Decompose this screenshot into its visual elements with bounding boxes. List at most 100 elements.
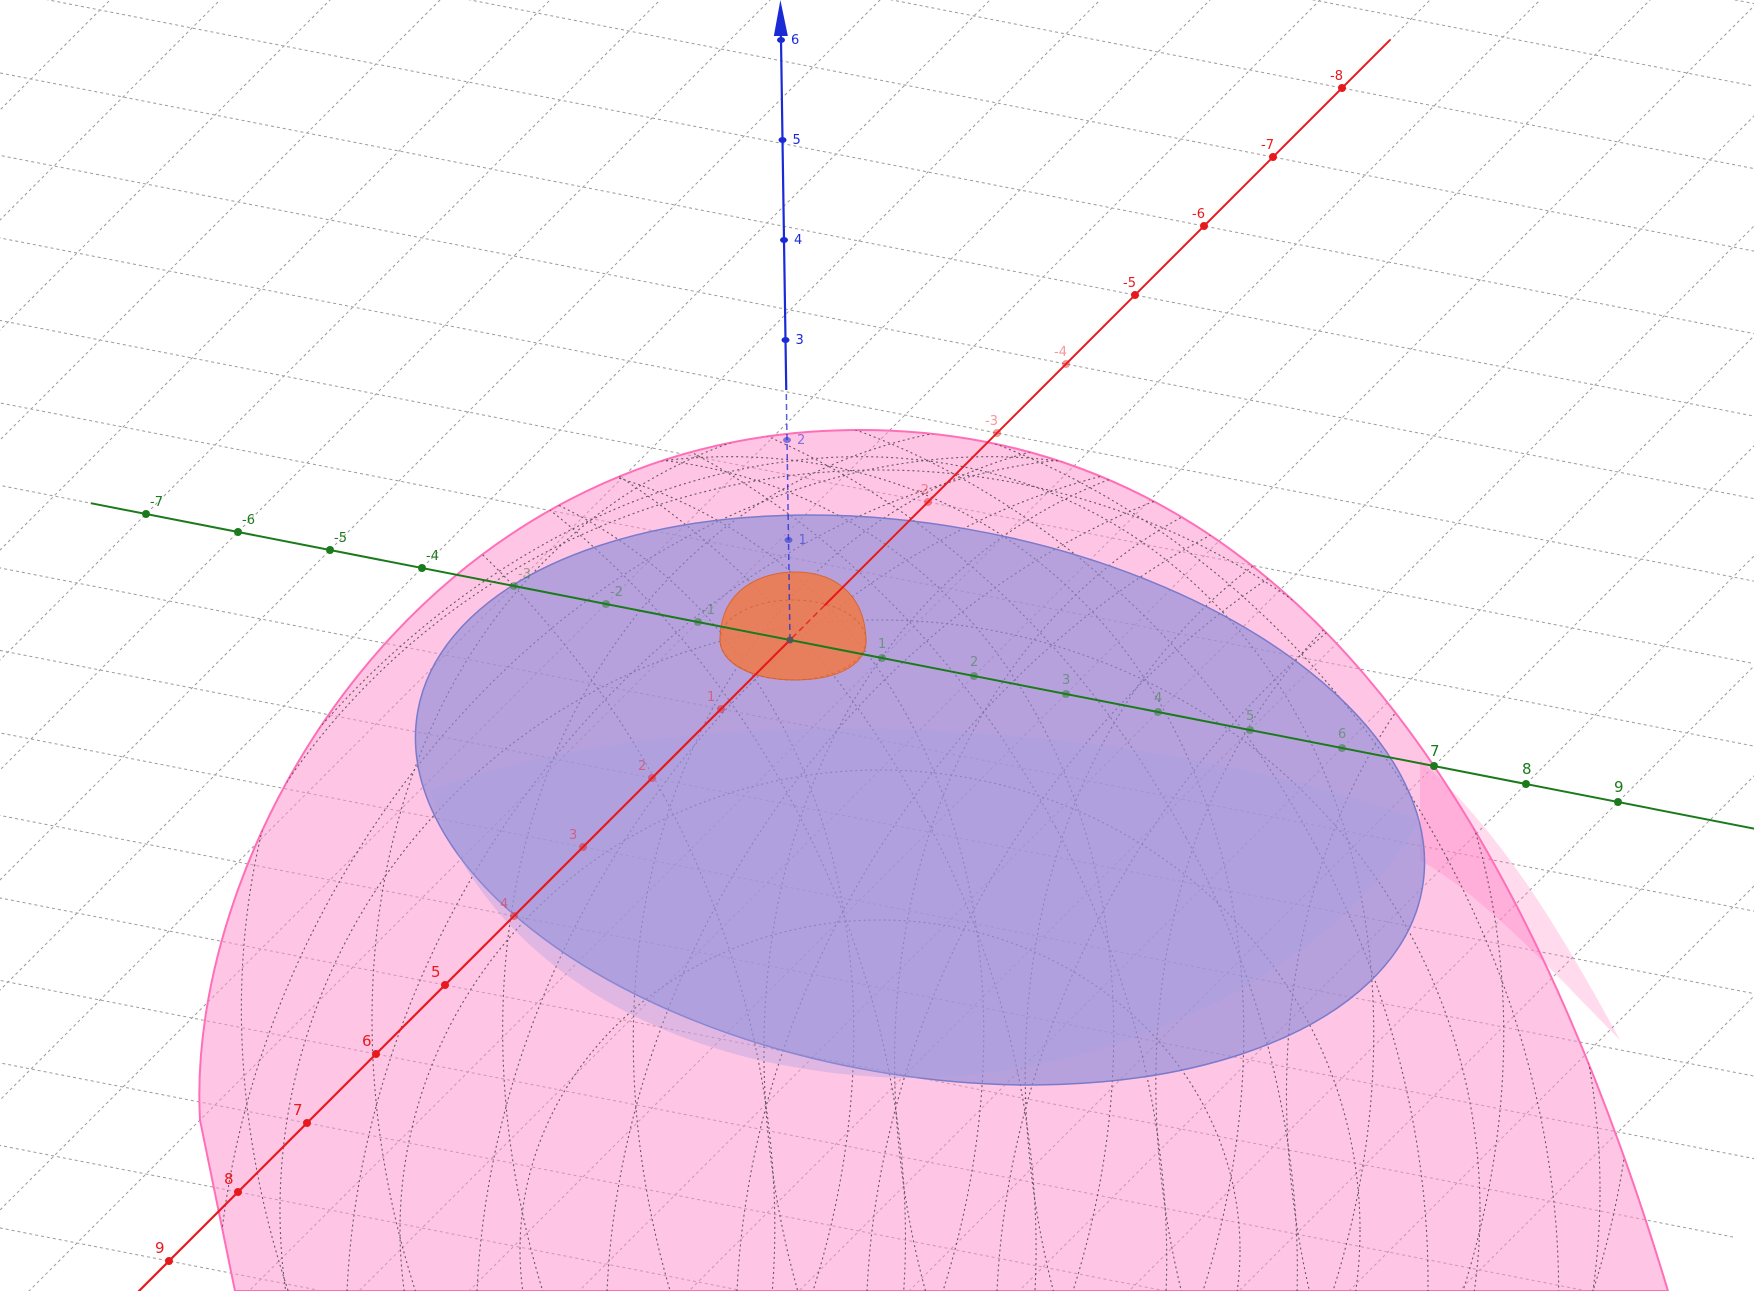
grid-line <box>1732 0 1754 5</box>
x-positive-tick-label: 7 <box>293 1101 303 1119</box>
inner-disk[interactable] <box>370 441 1470 1160</box>
x-positive-tick-label: 9 <box>155 1239 165 1257</box>
z-tick: 6 <box>777 33 799 48</box>
inner-disk-lower-lip <box>430 728 1420 1079</box>
x-positive-tick: 9 <box>155 1239 173 1265</box>
y-positive-tick: 1 <box>878 637 886 662</box>
y-negative-tick-label: -7 <box>150 495 163 510</box>
y-positive-tick: 6 <box>1338 727 1346 752</box>
z-tick-label: 4 <box>794 233 802 248</box>
x-negative-tick: -4 <box>1054 345 1070 368</box>
y-negative-tick-label: -1 <box>702 603 715 618</box>
x-negative-tick-label: -4 <box>1054 345 1067 360</box>
axes-group: 1 2 3 4 5 6 7 8 9 -2 -3 -4 -5 -6 -7 -8 1 2 3 4 5 6 7 8 9 -1 -2 -3 -4… <box>90 0 1754 1291</box>
grid-line <box>330 0 1754 64</box>
grid-line <box>46 0 1754 335</box>
x-positive-tick: 1 <box>707 690 725 713</box>
z-tick: 1 <box>784 533 807 548</box>
y-negative-tick-label: -4 <box>426 549 439 564</box>
x-positive-tick-label: 5 <box>431 963 441 981</box>
small-dome-base <box>719 599 867 681</box>
mesh-line <box>240 430 1560 1291</box>
y-negative-tick: -5 <box>326 531 347 554</box>
z-axis-arrowhead-icon <box>773 0 788 36</box>
x-axis-positive-line <box>137 639 791 1291</box>
mesh-line <box>399 769 1361 1291</box>
x-negative-tick-label: -8 <box>1330 69 1343 84</box>
y-positive-tick: 8 <box>1522 760 1532 788</box>
x-positive-tick-label: 3 <box>569 828 577 843</box>
z-tick-label: 6 <box>791 33 799 48</box>
y-positive-tick-label: 2 <box>970 655 978 670</box>
z-tick: 4 <box>780 233 802 248</box>
y-negative-tick: -2 <box>602 585 623 608</box>
x-positive-tick-label: 4 <box>500 897 508 912</box>
x-negative-tick-label: -7 <box>1261 138 1274 153</box>
x-positive-tick: 2 <box>638 759 656 782</box>
y-negative-tick: -7 <box>142 495 163 518</box>
z-axis-hidden-segment <box>785 389 791 641</box>
y-negative-tick-label: -5 <box>334 531 347 546</box>
origin-point <box>786 636 794 644</box>
y-positive-tick: 4 <box>1154 691 1162 716</box>
x-negative-tick: -6 <box>1192 207 1208 230</box>
z-axis-line <box>779 29 788 391</box>
x-positive-tick: 4 <box>500 897 518 920</box>
x-positive-tick-label: 6 <box>362 1032 372 1050</box>
z-tick-label: 2 <box>797 433 805 448</box>
x-positive-tick: 8 <box>224 1170 242 1196</box>
x-negative-tick-label: -2 <box>916 483 929 498</box>
z-tick: 5 <box>778 133 801 148</box>
x-positive-tick-label: 1 <box>707 690 715 705</box>
x-positive-tick-label: 2 <box>638 759 646 774</box>
z-tick-label: 5 <box>793 133 801 148</box>
x-positive-tick: 3 <box>569 828 587 851</box>
y-positive-tick-label: 1 <box>878 637 886 652</box>
x-negative-tick: -3 <box>985 414 1001 437</box>
grid-line <box>467 0 1754 252</box>
y-axis-line <box>90 502 1754 830</box>
y-negative-tick-label: -2 <box>610 585 623 600</box>
y-positive-tick: 5 <box>1246 709 1254 734</box>
y-negative-tick: -4 <box>418 549 439 572</box>
y-positive-tick-label: 6 <box>1338 727 1346 742</box>
y-positive-tick: 2 <box>970 655 978 680</box>
y-positive-tick: 3 <box>1062 673 1070 698</box>
grid-line <box>261 0 1754 133</box>
y-negative-tick: -6 <box>234 513 255 536</box>
x-negative-tick: -7 <box>1261 138 1277 161</box>
x-negative-tick-label: -6 <box>1192 207 1205 222</box>
mesh-line <box>199 456 1375 1291</box>
mesh-line <box>279 619 1481 1291</box>
x-positive-tick: 6 <box>362 1032 380 1058</box>
outer-surface-inner-band <box>1420 760 1620 1040</box>
x-negative-tick-label: -3 <box>985 414 998 429</box>
x-positive-tick-label: 8 <box>224 1170 234 1188</box>
y-negative-tick: -3 <box>510 567 531 590</box>
y-positive-tick-label: 8 <box>1522 760 1532 778</box>
grid-line <box>28 0 1321 1291</box>
y-positive-tick-label: 7 <box>1430 742 1440 760</box>
x-positive-tick: 5 <box>431 963 449 989</box>
y-negative-tick-label: -3 <box>518 567 531 582</box>
z-tick: 3 <box>781 333 804 348</box>
y-negative-tick: -1 <box>694 603 715 626</box>
grid-line <box>1311 0 1754 87</box>
z-tick-label: 1 <box>799 533 807 548</box>
x-negative-tick-label: -5 <box>1123 276 1136 291</box>
y-negative-tick-label: -6 <box>242 513 255 528</box>
mesh-line <box>199 469 1601 1291</box>
x-negative-tick: -5 <box>1123 276 1139 299</box>
z-tick: 2 <box>783 433 805 448</box>
x-positive-tick: 7 <box>293 1101 311 1127</box>
grid-line <box>889 0 1754 170</box>
y-positive-tick: 9 <box>1614 778 1624 806</box>
y-positive-tick-label: 9 <box>1614 778 1624 796</box>
y-positive-tick-label: 3 <box>1062 673 1070 688</box>
x-negative-tick: -2 <box>916 483 932 506</box>
mesh-line <box>199 456 1245 1291</box>
x-axis-line <box>823 38 1392 607</box>
y-positive-tick: 7 <box>1430 742 1440 770</box>
small-dome[interactable] <box>719 571 867 681</box>
